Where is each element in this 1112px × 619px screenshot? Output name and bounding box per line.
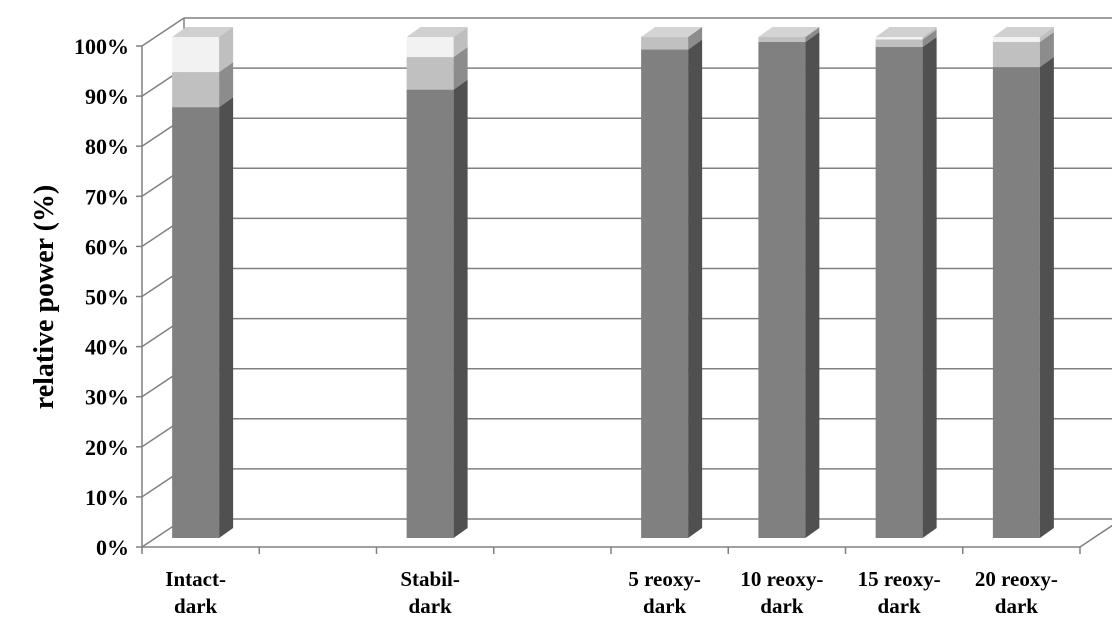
y-tick-label: 70% [85, 184, 129, 209]
bar-side-s1 [219, 97, 234, 538]
y-tick-label: 10% [85, 485, 129, 510]
x-category-label: Stabil- [400, 567, 460, 591]
bar-segment-s1 [758, 42, 806, 538]
y-tick-label: 20% [85, 435, 129, 460]
bar-segment-s1 [172, 107, 220, 538]
y-tick-label: 60% [85, 234, 129, 259]
bar-top-s3 [406, 27, 468, 37]
bar-segment-s2 [641, 37, 689, 50]
x-category-label: dark [760, 594, 804, 618]
bar-segment-s2 [172, 72, 220, 108]
axes [136, 45, 1112, 554]
x-category-label: dark [878, 594, 922, 618]
bar-segment-s1 [875, 47, 923, 539]
bar-segment-s1 [992, 67, 1040, 538]
bar-segment-s3 [992, 37, 1040, 43]
x-category-label: dark [174, 594, 218, 618]
bar-side-s1 [805, 32, 820, 538]
floor-edge [1079, 524, 1112, 548]
bar-side-s2 [688, 27, 703, 50]
bar-side-s2 [1039, 32, 1054, 68]
y-tick-label: 90% [85, 84, 129, 109]
bar-segment-s3 [406, 37, 454, 58]
y-tick-label: 50% [85, 285, 129, 310]
x-category-label: dark [995, 594, 1039, 618]
bar-side-s1 [1039, 57, 1054, 539]
x-category-label: 15 reoxy- [858, 567, 941, 591]
x-category-label: dark [409, 594, 453, 618]
bar-side-s1 [922, 37, 937, 539]
gridlines [141, 17, 1112, 548]
gridline-depth [141, 17, 185, 47]
bar-segment-s2 [875, 39, 923, 48]
y-axis-title: relative power (%) [29, 185, 60, 409]
bar-side-s3 [219, 27, 234, 73]
bar-side-s2 [219, 62, 234, 108]
bar-side-s3 [922, 27, 937, 40]
bar-segment-s2 [992, 42, 1040, 68]
x-category-label: Intact- [165, 567, 226, 591]
bar-side-s2 [922, 29, 937, 48]
bar-segment-s3 [875, 37, 923, 40]
y-tick-label: 100% [74, 34, 129, 59]
x-category-label: dark [643, 594, 687, 618]
bar-segment-s1 [406, 89, 454, 538]
bar-segment-s1 [641, 49, 689, 539]
bar-segment-s2 [758, 37, 806, 43]
y-tick-label: 80% [85, 134, 129, 159]
bar-segment-s3 [172, 37, 220, 73]
y-tick-labels: 0% 10% 20% 30% 40% 50% 60% 70% 80% 90% 100% [74, 34, 129, 560]
bars [172, 27, 1054, 539]
y-tick-label: 40% [85, 335, 129, 360]
bar-top-s2 [641, 27, 703, 37]
bar-side-s2 [805, 27, 820, 43]
bar-top-s3 [172, 27, 234, 37]
bar-top-s3 [875, 27, 937, 37]
bar-side-s2 [453, 47, 468, 90]
x-category-labels: Intact-dark Stabil-dark 5 reoxy-dark 10 reo… [165, 567, 1058, 618]
bar-side-s1 [688, 39, 703, 539]
bar-side-s3 [453, 27, 468, 58]
x-category-label: 20 reoxy- [975, 567, 1058, 591]
bar-side-s3 [1039, 27, 1054, 43]
bar-top-s3 [992, 27, 1054, 37]
x-category-label: 10 reoxy- [740, 567, 823, 591]
y-tick-label: 30% [85, 385, 129, 410]
x-category-label: 5 reoxy- [628, 567, 701, 591]
y-tick-label: 0% [96, 535, 129, 560]
bar-side-s1 [453, 79, 468, 538]
bar-top-s2 [758, 27, 820, 37]
bar-segment-s2 [406, 57, 454, 90]
